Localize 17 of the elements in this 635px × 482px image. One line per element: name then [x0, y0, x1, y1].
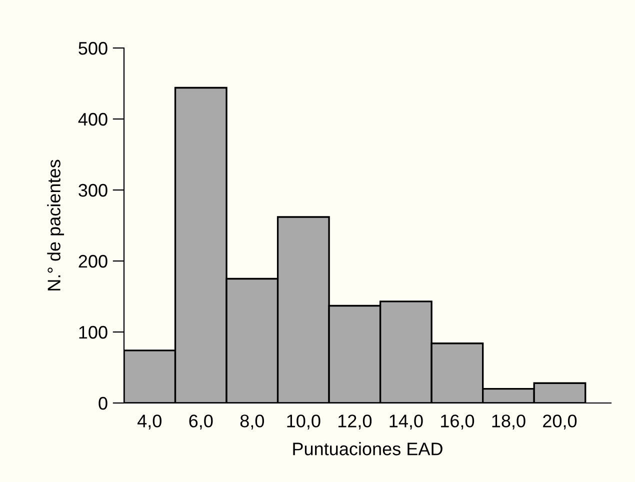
y-tick-label: 400 [78, 112, 108, 126]
x-tick-label: 4,0 [138, 414, 162, 430]
x-tick-label: 18,0 [492, 414, 526, 430]
x-tick-label: 16,0 [441, 414, 474, 430]
x-tick-label: 8,0 [240, 414, 264, 430]
x-tick-label: 10,0 [287, 414, 320, 430]
x-tick-label: 12,0 [338, 414, 372, 430]
y-tick-label: 0 [98, 396, 108, 410]
x-tick-label: 20,0 [543, 414, 577, 430]
x-tick-label: 6,0 [189, 414, 213, 430]
x-tick-label: 14,0 [390, 414, 423, 430]
y-tick-label: 100 [79, 326, 108, 339]
y-tick-label: 300 [78, 184, 108, 197]
x-axis-title: Puntuaciones EAD [293, 442, 442, 456]
y-tick-label: 200 [78, 254, 108, 268]
y-axis-title: N.° de pacientes [47, 160, 64, 290]
y-tick-label: 500 [78, 42, 108, 55]
